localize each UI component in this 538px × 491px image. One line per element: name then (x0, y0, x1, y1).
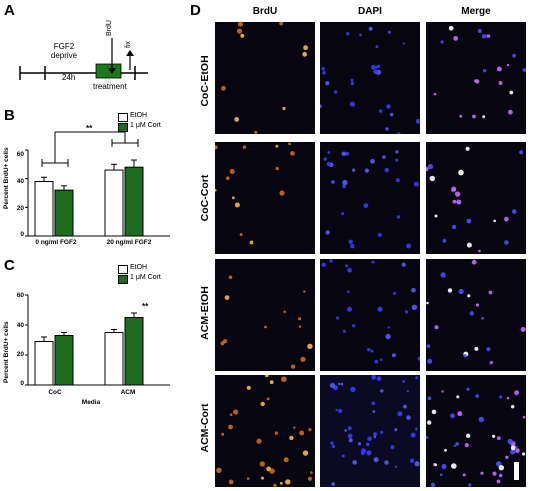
micrograph-acm-cort-brdu (215, 375, 315, 487)
chart-c-ytick-60: 60 (16, 292, 24, 299)
legend-cort-label: 1 μM Cort (130, 122, 161, 129)
treatment-box-label: 3h (104, 78, 112, 85)
legend-etoh-swatch (118, 113, 128, 122)
chart-c-plot (25, 294, 170, 386)
brdu-label: BrdU (106, 20, 113, 36)
chart-c-ytick-20: 20 (16, 351, 24, 358)
legend-c-etoh-label: EtOH (130, 264, 148, 271)
chart-b-plot (25, 131, 170, 237)
panel-letter-d: D (190, 2, 201, 19)
bar-0-0 (34, 341, 54, 386)
chart-b-significance: ** (86, 124, 93, 133)
micrograph-acm-etoh-merge (426, 259, 526, 371)
chart-b-category-1: 20 ng/ml FGF2 (106, 239, 152, 246)
treatment-label: treatment (93, 82, 127, 91)
chart-c-category-0: CoC (48, 389, 62, 396)
fgf2-deprive-label: FGF2 deprive (50, 42, 78, 60)
chart-b-ytick-0: 0 (20, 231, 24, 238)
panel-letter-c: C (4, 257, 15, 274)
fix-label: fix (125, 41, 132, 48)
legend-c-etoh-swatch (118, 265, 128, 274)
row-label-acm-etoh: ACM-EtOH (199, 286, 211, 340)
chart-c-ytick-0: 0 (20, 380, 24, 387)
micrograph-coc-etoh-merge (426, 22, 526, 134)
row-label-coc-etoh: CoC-EtOH (199, 55, 211, 107)
bar-0-0 (34, 181, 54, 237)
duration-24h-label: 24h (62, 73, 76, 82)
panel-letter-a: A (4, 2, 15, 19)
bar-0-1 (104, 332, 124, 386)
bar-0-1 (104, 169, 124, 237)
bar-1-0 (54, 189, 74, 237)
micrograph-coc-cort-dapi (320, 142, 420, 254)
chart-c-category-1: ACM (120, 389, 136, 396)
micrograph-acm-etoh-dapi (320, 259, 420, 371)
bar-1-0 (54, 335, 74, 386)
chart-c-ylabel: Percent BrdU+ cells (3, 321, 10, 383)
chart-b-ylabel: Percent BrdU+ cells (3, 147, 10, 209)
chart-b-ytick-40: 40 (16, 178, 24, 185)
chart-b: EtOH 1 μM Cort Percent BrdU+ cells 0 ng/… (0, 105, 190, 255)
bar-1-1 (124, 317, 144, 386)
chart-c-xlabel: Media (81, 399, 101, 406)
micrograph-coc-etoh-brdu (215, 22, 315, 134)
micrograph-coc-etoh-dapi (320, 22, 420, 134)
micrograph-acm-cort-dapi (320, 375, 420, 487)
micrograph-coc-cort-merge (426, 142, 526, 254)
micrograph-acm-etoh-brdu (215, 259, 315, 371)
chart-c-ytick-40: 40 (16, 322, 24, 329)
bar-1-1 (124, 166, 144, 237)
scale-bar (514, 462, 519, 480)
row-label-coc-cort: CoC-Cort (199, 174, 211, 222)
chart-c-significance: ** (142, 302, 149, 311)
column-header-dapi: DAPI (358, 6, 382, 17)
micrograph-acm-cort-merge (426, 375, 526, 487)
legend-c-cort-label: 1 μM Cort (130, 274, 161, 281)
row-label-acm-cort: ACM-Cort (199, 403, 211, 453)
legend-etoh-label: EtOH (130, 112, 148, 119)
timeline-diagram: FGF2 deprive 24h 3h treatment BrdU fix (0, 0, 190, 105)
legend-c-cort-swatch (118, 275, 128, 284)
chart-b-category-0: 0 ng/ml FGF2 (35, 239, 77, 246)
legend-cort-swatch (118, 123, 128, 132)
micrograph-coc-cort-brdu (215, 142, 315, 254)
panel-letter-b: B (4, 107, 15, 124)
chart-b-ytick-20: 20 (16, 205, 24, 212)
column-header-brdu: BrdU (252, 6, 278, 17)
chart-c: EtOH 1 μM Cort Percent BrdU+ cells CoC A… (0, 255, 190, 415)
column-header-merge: Merge (461, 6, 491, 17)
chart-b-ytick-60: 60 (16, 151, 24, 158)
